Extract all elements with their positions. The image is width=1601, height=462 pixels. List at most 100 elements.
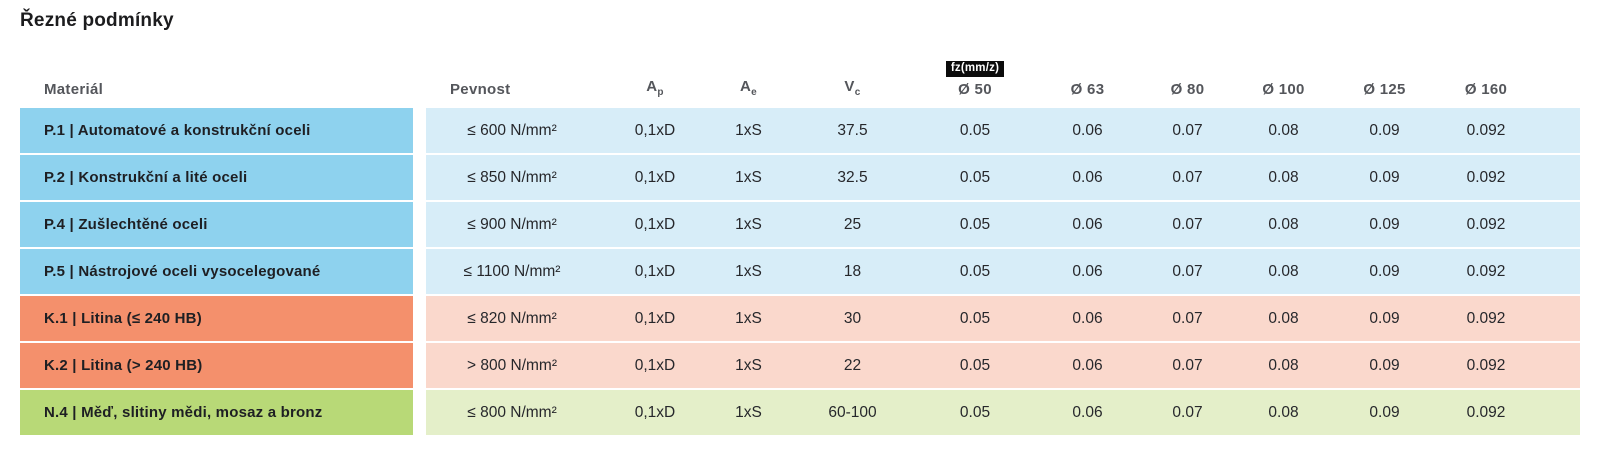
- ae-cell: 1xS: [735, 168, 762, 186]
- fz-cell-160: 0.092: [1466, 215, 1506, 233]
- row-data-strip: ≤ 1100 N/mm² 0,1xD 1xS 18 0.05 0.06 0.07…: [426, 249, 1580, 294]
- fz-cell-63: 0.06: [1072, 356, 1103, 374]
- table-header-row: Materiál Pevnost Ap Ae Vc fz(mm/z) Ø 50 …: [20, 45, 1580, 108]
- ae-cell: 1xS: [735, 309, 762, 327]
- fz-cell-50: 0.05: [959, 121, 991, 139]
- fz-cell-50: 0.05: [959, 403, 991, 421]
- fz-cell-160: 0.092: [1466, 121, 1506, 139]
- col-header-pevnost: Pevnost: [450, 81, 511, 98]
- fz-cell-100: 0.08: [1268, 168, 1299, 186]
- fz-cell-160: 0.092: [1466, 309, 1506, 327]
- diameter-label: Ø 50: [958, 81, 992, 98]
- col-header-diameter-63: Ø 63: [1070, 81, 1105, 98]
- fz-cell-63: 0.06: [1072, 403, 1103, 421]
- col-header-diameter-50: fz(mm/z) Ø 50: [920, 60, 1030, 98]
- ap-cell: 0,1xD: [634, 356, 676, 374]
- header-strip: Pevnost Ap Ae Vc fz(mm/z) Ø 50 Ø 63 Ø 80…: [426, 60, 1580, 98]
- fz-cell-100: 0.08: [1268, 121, 1299, 139]
- col-header-ae: Ae: [739, 78, 757, 98]
- col-header-ap: Ap: [646, 78, 664, 98]
- material-cell: N.4 | Měď, slitiny mědi, mosaz a bronz: [20, 390, 413, 435]
- pevnost-cell: ≤ 800 N/mm²: [467, 403, 557, 421]
- material-cell: K.2 | Litina (> 240 HB): [20, 343, 413, 388]
- fz-cell-100: 0.08: [1268, 215, 1299, 233]
- fz-cell-63: 0.06: [1072, 262, 1103, 280]
- fz-cell-50: 0.05: [959, 262, 991, 280]
- vc-cell: 32.5: [837, 168, 868, 186]
- col-header-diameter-100: Ø 100: [1262, 81, 1305, 98]
- ap-cell: 0,1xD: [634, 403, 676, 421]
- table-row: P.2 | Konstrukční a lité oceli ≤ 850 N/m…: [20, 155, 1580, 200]
- table-row: N.4 | Měď, slitiny mědi, mosaz a bronz ≤…: [20, 390, 1580, 435]
- row-data-strip: ≤ 600 N/mm² 0,1xD 1xS 37.5 0.05 0.06 0.0…: [426, 108, 1580, 153]
- table-row: K.2 | Litina (> 240 HB) > 800 N/mm² 0,1x…: [20, 343, 1580, 388]
- table-row: P.5 | Nástrojové oceli vysocelegované ≤ …: [20, 249, 1580, 294]
- row-data-strip: ≤ 850 N/mm² 0,1xD 1xS 32.5 0.05 0.06 0.0…: [426, 155, 1580, 200]
- material-cell: P.4 | Zušlechtěné oceli: [20, 202, 413, 247]
- fz-cell-125: 0.09: [1369, 309, 1400, 327]
- table-body: P.1 | Automatové a konstrukční oceli ≤ 6…: [20, 108, 1580, 435]
- vc-cell: 25: [843, 215, 862, 233]
- fz-cell-100: 0.08: [1268, 403, 1299, 421]
- fz-cell-50: 0.05: [959, 168, 991, 186]
- fz-cell-63: 0.06: [1072, 309, 1103, 327]
- ap-cell: 0,1xD: [634, 309, 676, 327]
- material-cell: P.2 | Konstrukční a lité oceli: [20, 155, 413, 200]
- ae-cell: 1xS: [735, 215, 762, 233]
- ae-cell: 1xS: [735, 262, 762, 280]
- pevnost-cell: ≤ 600 N/mm²: [467, 121, 557, 139]
- pevnost-cell: ≤ 820 N/mm²: [467, 309, 557, 327]
- table-row: K.1 | Litina (≤ 240 HB) ≤ 820 N/mm² 0,1x…: [20, 296, 1580, 341]
- fz-cell-125: 0.09: [1369, 262, 1400, 280]
- ae-cell: 1xS: [735, 121, 762, 139]
- vc-cell: 18: [843, 262, 862, 280]
- fz-cell-125: 0.09: [1369, 168, 1400, 186]
- material-cell: K.1 | Litina (≤ 240 HB): [20, 296, 413, 341]
- vc-cell: 22: [843, 356, 862, 374]
- pevnost-cell: ≤ 850 N/mm²: [467, 168, 557, 186]
- col-header-material: Materiál: [44, 81, 104, 98]
- row-data-strip: > 800 N/mm² 0,1xD 1xS 22 0.05 0.06 0.07 …: [426, 343, 1580, 388]
- fz-cell-50: 0.05: [959, 215, 991, 233]
- col-header-diameter-125: Ø 125: [1363, 81, 1406, 98]
- fz-cell-63: 0.06: [1072, 168, 1103, 186]
- fz-cell-80: 0.07: [1172, 356, 1203, 374]
- ae-cell: 1xS: [735, 403, 762, 421]
- fz-cell-80: 0.07: [1172, 262, 1203, 280]
- pevnost-cell: > 800 N/mm²: [466, 356, 557, 374]
- fz-cell-50: 0.05: [959, 356, 991, 374]
- col-header-diameter-160: Ø 160: [1464, 81, 1508, 98]
- ap-cell: 0,1xD: [634, 168, 676, 186]
- fz-cell-125: 0.09: [1369, 403, 1400, 421]
- ap-cell: 0,1xD: [634, 215, 676, 233]
- fz-cell-80: 0.07: [1172, 309, 1203, 327]
- fz-cell-63: 0.06: [1072, 121, 1103, 139]
- pevnost-cell: ≤ 1100 N/mm²: [463, 262, 561, 280]
- vc-cell: 37.5: [837, 121, 868, 139]
- row-data-strip: ≤ 900 N/mm² 0,1xD 1xS 25 0.05 0.06 0.07 …: [426, 202, 1580, 247]
- fz-cell-125: 0.09: [1369, 215, 1400, 233]
- row-data-strip: ≤ 820 N/mm² 0,1xD 1xS 30 0.05 0.06 0.07 …: [426, 296, 1580, 341]
- col-header-diameter-80: Ø 80: [1170, 81, 1205, 98]
- page-title: Řezné podmínky: [20, 10, 174, 31]
- ap-cell: 0,1xD: [634, 262, 676, 280]
- cutting-conditions-table: Materiál Pevnost Ap Ae Vc fz(mm/z) Ø 50 …: [20, 45, 1580, 437]
- fz-cell-80: 0.07: [1172, 168, 1203, 186]
- fz-cell-160: 0.092: [1466, 356, 1506, 374]
- material-cell: P.5 | Nástrojové oceli vysocelegované: [20, 249, 413, 294]
- pevnost-cell: ≤ 900 N/mm²: [467, 215, 557, 233]
- fz-cell-160: 0.092: [1466, 403, 1506, 421]
- fz-cell-125: 0.09: [1369, 121, 1400, 139]
- fz-cell-100: 0.08: [1268, 262, 1299, 280]
- col-header-vc: Vc: [844, 78, 861, 98]
- fz-cell-100: 0.08: [1268, 309, 1299, 327]
- table-row: P.4 | Zušlechtěné oceli ≤ 900 N/mm² 0,1x…: [20, 202, 1580, 247]
- table-row: P.1 | Automatové a konstrukční oceli ≤ 6…: [20, 108, 1580, 153]
- fz-cell-160: 0.092: [1466, 168, 1506, 186]
- vc-cell: 30: [843, 309, 862, 327]
- row-data-strip: ≤ 800 N/mm² 0,1xD 1xS 60-100 0.05 0.06 0…: [426, 390, 1580, 435]
- fz-unit-badge: fz(mm/z): [945, 60, 1005, 77]
- fz-cell-160: 0.092: [1466, 262, 1506, 280]
- fz-cell-80: 0.07: [1172, 403, 1203, 421]
